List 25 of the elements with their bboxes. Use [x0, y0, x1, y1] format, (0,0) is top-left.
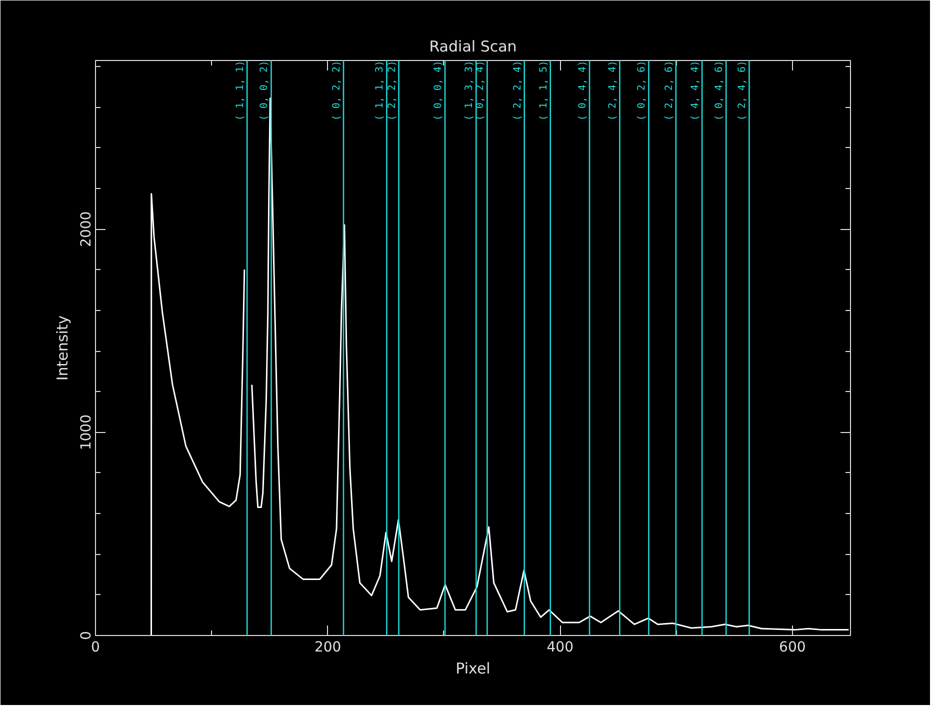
- annotation: ( 1, 1, 1): [235, 60, 246, 121]
- annotation: ( 0, 0, 4): [433, 60, 444, 121]
- annotation: ( 0, 4, 4): [578, 60, 588, 121]
- annotation: ( 2, 2, 2): [386, 60, 398, 121]
- x-axis-title: Pixel: [456, 660, 490, 678]
- chart-title: Radial Scan: [429, 38, 517, 56]
- annotation: ( 0, 0, 2): [259, 60, 270, 121]
- annotation: ( 0, 2, 2): [331, 60, 342, 121]
- x-tick-label: 600: [779, 640, 806, 656]
- y-tick-label: 2000: [78, 211, 94, 247]
- annotation: ( 1, 1, 3): [374, 60, 386, 121]
- annotation: ( 0, 4, 6): [714, 60, 726, 121]
- annotation: ( 2, 4, 4): [608, 60, 619, 121]
- x-tick-label: 200: [314, 640, 342, 656]
- x-tick-label: 400: [546, 640, 574, 656]
- annotation: ( 1, 3, 3): [464, 60, 476, 121]
- annotation: ( 2, 2, 6): [664, 60, 675, 121]
- annotation: ( 2, 4, 6): [737, 60, 748, 121]
- annotation: ( 2, 2, 4): [512, 60, 524, 121]
- y-axis-title: Intensity: [54, 315, 72, 381]
- annotation: ( 1, 1, 5): [538, 60, 550, 121]
- y-tick-label: 0: [78, 631, 94, 640]
- y-tick-label: 1000: [78, 414, 94, 450]
- annotation: ( 0, 2, 6): [636, 60, 648, 121]
- annotation: ( 4, 4, 4): [690, 60, 702, 121]
